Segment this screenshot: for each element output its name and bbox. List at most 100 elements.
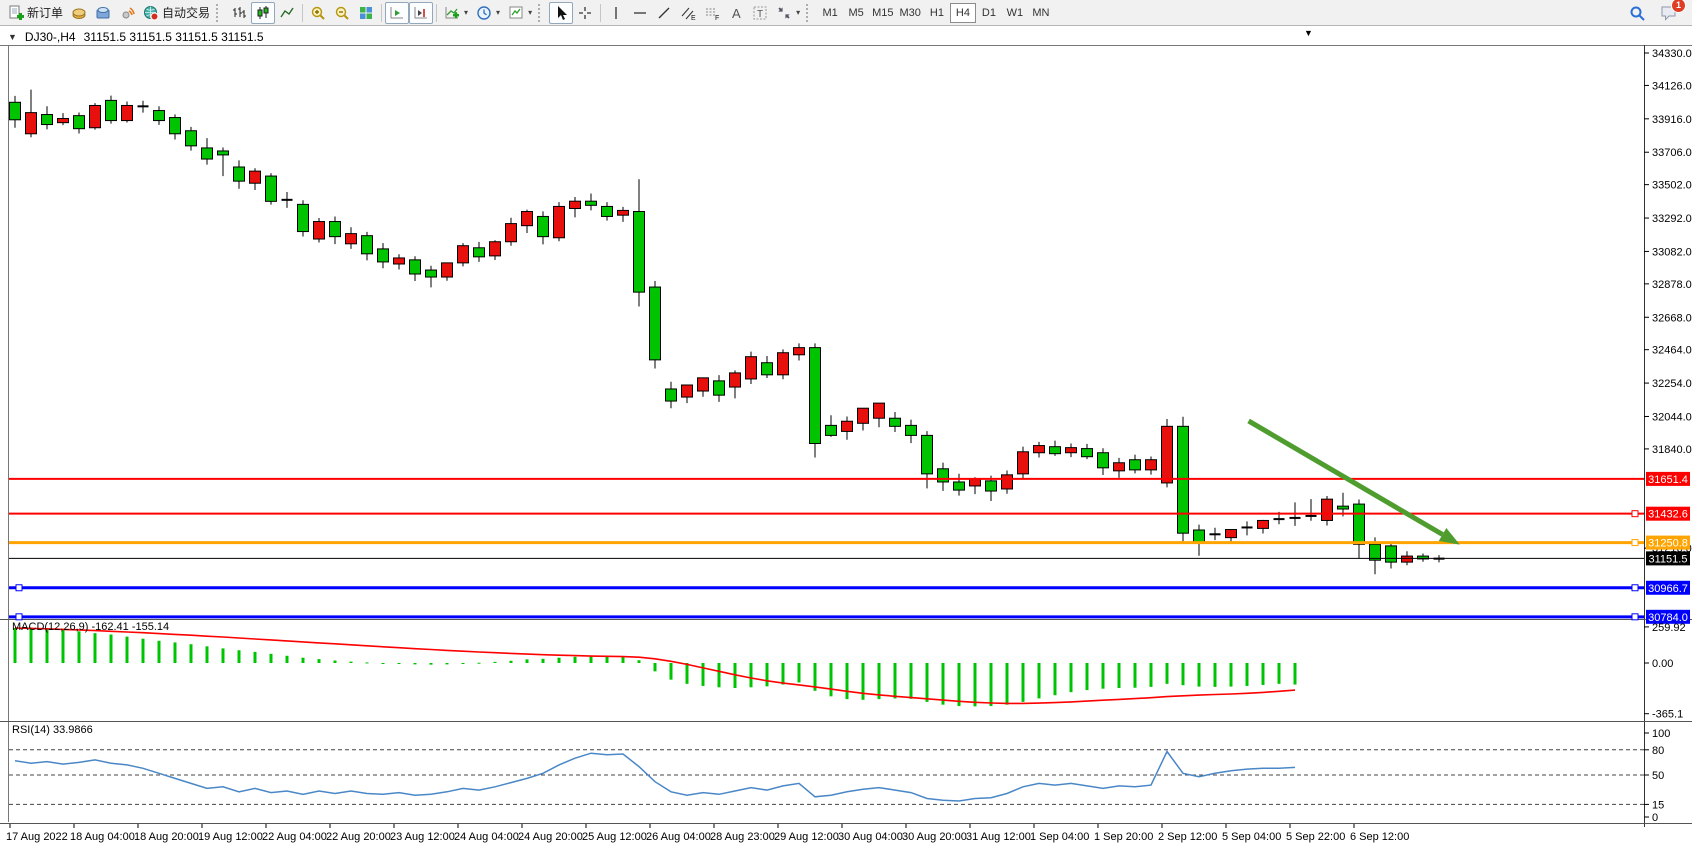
date-axis-label: 22 Aug 04:00 [262,831,327,843]
candle-body [889,417,901,427]
date-axis-label: 18 Aug 04:00 [70,831,135,843]
macd-histogram-bar [173,642,177,663]
arrow-annotation-head[interactable] [1438,528,1460,545]
price-tag-label: 31432.6 [1648,509,1688,521]
one-click-trading-toggle[interactable]: ▼ [8,32,17,42]
candle-body [873,402,885,419]
signals-button[interactable] [115,2,139,24]
macd-histogram-bar [77,631,81,663]
hline-handle[interactable] [15,584,23,592]
candle-body [745,356,757,380]
arrows-button[interactable]: ▾ [772,2,804,24]
candle-body [457,245,469,264]
zoom-out-button[interactable] [330,2,354,24]
candle-body [265,175,277,202]
text-label-button[interactable]: T [748,2,772,24]
timeframe-h4-button[interactable]: H4 [949,2,976,23]
chart-shift-marker[interactable]: ▼ [1304,28,1313,38]
hline-handle[interactable] [15,613,23,621]
timeframe-w1-button[interactable]: W1 [1006,6,1024,19]
zoom-in-button[interactable] [306,2,330,24]
rsi-axis-label: 0 [1652,812,1658,824]
rsi-axis-label: 100 [1652,728,1670,740]
templates-button[interactable]: ▾ [504,2,536,24]
date-axis-label: 18 Aug 20:00 [134,831,199,843]
macd-histogram-bar [1149,663,1153,687]
candle-body [905,424,917,436]
toolbar-grip[interactable] [538,3,545,22]
candle-body [329,221,341,238]
notifications-button[interactable]: 1 [1656,0,1686,24]
timeframe-m15-button[interactable]: M15 [872,6,894,19]
candle-body [1001,474,1013,490]
periods-button[interactable]: ▾ [472,2,504,24]
hline-handle[interactable] [1631,539,1639,547]
toolbar-grip[interactable] [216,3,223,22]
text-button[interactable]: A [724,2,748,24]
candle-body [25,112,37,135]
auto-scroll-button[interactable] [385,1,410,24]
bar-chart-button[interactable] [227,2,251,24]
macd-histogram-bar [1277,663,1281,684]
price-axis-label: 32878.0 [1652,279,1692,291]
timeframe-mn-button[interactable]: MN [1032,6,1050,19]
candle-body [1369,543,1381,561]
timeframe-d1-button[interactable]: D1 [981,6,996,19]
macd-histogram-bar [509,660,513,663]
macd-histogram-bar [829,663,833,697]
macd-histogram-bar [301,657,305,663]
trendline-button[interactable] [652,2,676,24]
timeframe-h1-button[interactable]: H1 [929,6,944,19]
horizontal-line-button[interactable] [628,2,652,24]
candle-body [537,215,549,238]
toolbar-grip[interactable] [806,3,813,22]
line-chart-button[interactable] [275,2,299,24]
timeframe-m30-button[interactable]: M30 [899,6,921,19]
candle-body [233,166,245,182]
vertical-line-button[interactable] [604,2,628,24]
toolbar-separator [600,3,602,22]
candle-body [1161,425,1173,484]
price-tag [1646,535,1690,550]
arrow-annotation-line[interactable] [1247,418,1444,537]
chart-shift-icon [414,6,428,18]
autotrading-button[interactable]: 自动交易 [139,2,214,24]
date-axis-label: 2 Sep 12:00 [1158,831,1217,843]
date-axis-label: 6 Sep 12:00 [1350,831,1409,843]
new-order-label: 新订单 [27,6,64,20]
date-axis-label: 24 Aug 20:00 [518,831,583,843]
hline-handle[interactable] [1631,584,1639,592]
candle-body [777,352,789,376]
price-tag [1646,609,1690,624]
hline-handle[interactable] [1631,613,1639,621]
autotrading-icon [144,5,159,20]
chart-plot[interactable]: 34330.0 34126.0 33916.0 33706.0 33502.0 33292… [0,26,1692,849]
equidistant-channel-button[interactable]: E [676,2,700,24]
crosshair-button[interactable] [573,2,597,24]
text-icon: A [732,6,741,21]
timeframe-m1-button[interactable]: M1 [822,6,838,19]
chart-shift-button[interactable] [409,1,434,24]
styler-button[interactable] [67,2,91,24]
search-button[interactable] [1624,2,1650,24]
timeframe-m5-button[interactable]: M5 [848,6,864,19]
candle-body [1321,498,1333,521]
fibonacci-button[interactable]: F [700,2,724,24]
cursor-button[interactable] [549,1,574,24]
price-axis-label: 32464.0 [1652,345,1692,357]
indicators-button[interactable]: ▾ [440,2,472,24]
tile-windows-button[interactable] [354,2,378,24]
candle-body [1017,451,1029,475]
macd-histogram-bar [845,663,849,700]
line-chart-icon [280,7,294,17]
candlestick-chart-button[interactable] [251,1,276,24]
macd-histogram-bar [253,651,257,663]
candle-body [1417,555,1429,560]
new-order-button[interactable]: 新订单 [4,2,67,24]
hline-handle[interactable] [1631,510,1639,518]
candle-body [697,377,709,392]
bar-chart-icon [233,6,247,18]
profiles-button[interactable] [91,2,115,24]
vertical-line-icon [615,6,617,19]
